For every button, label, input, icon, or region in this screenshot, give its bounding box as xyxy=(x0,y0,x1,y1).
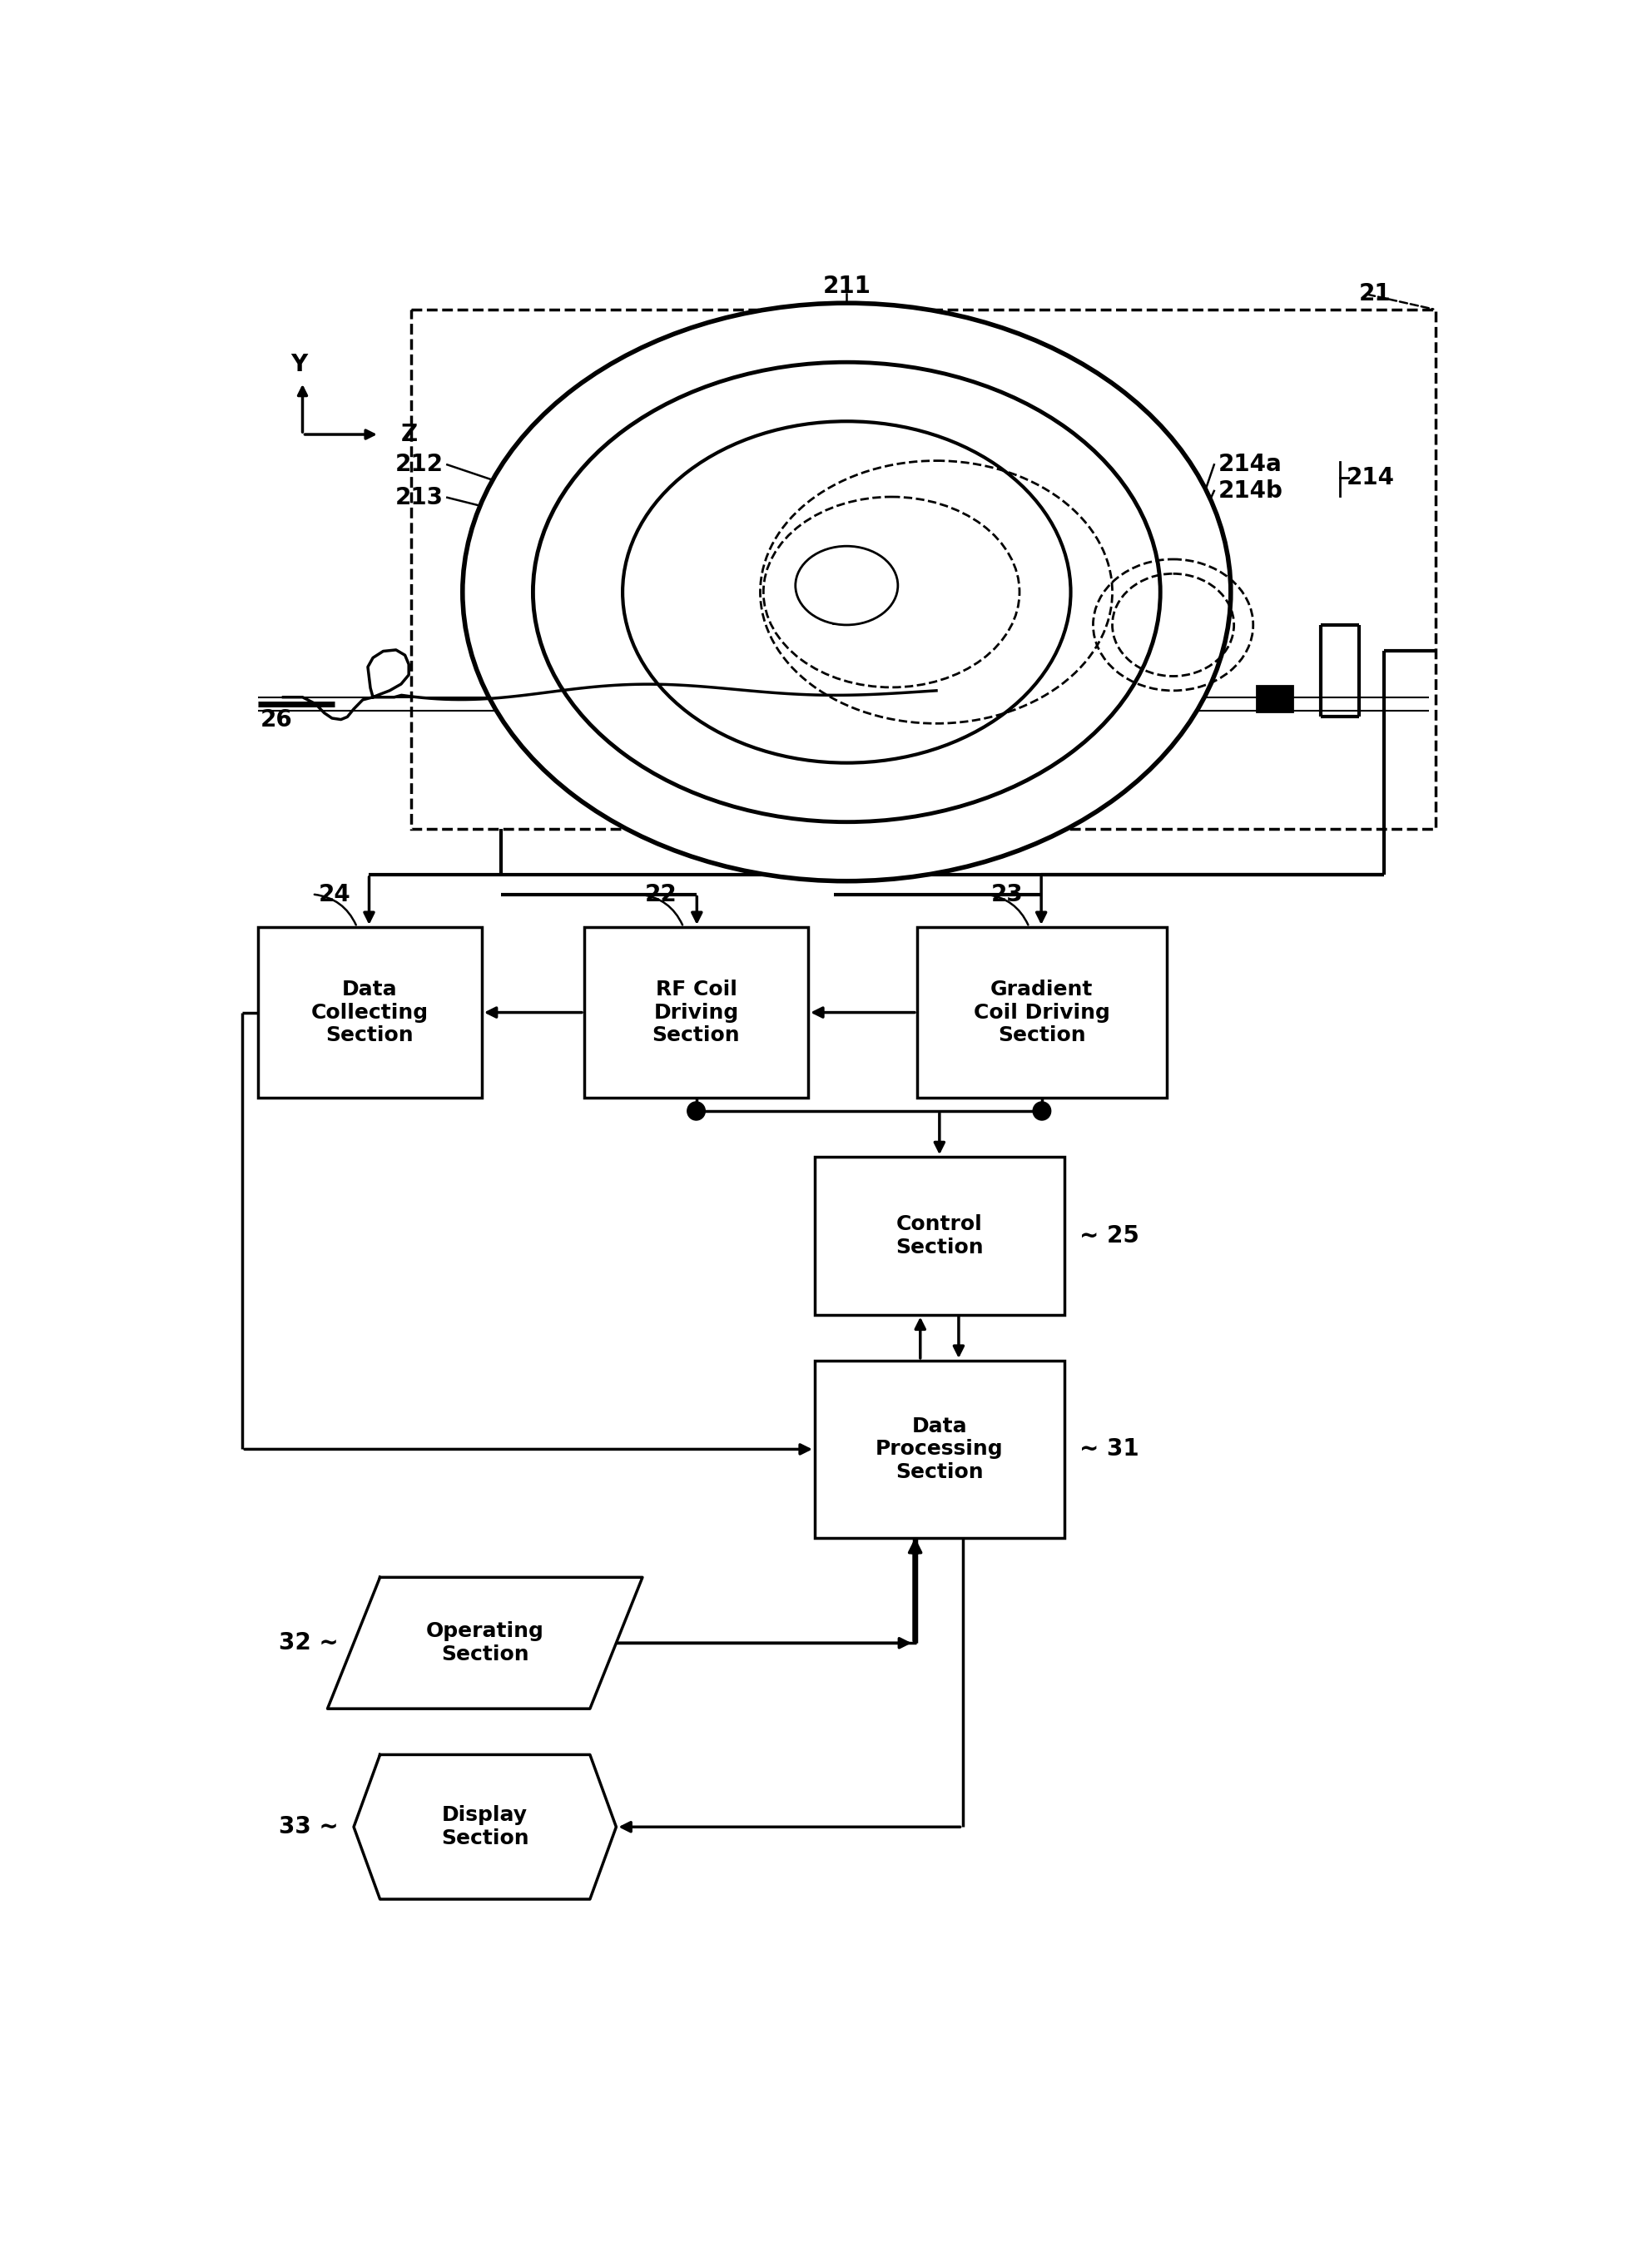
Text: 214: 214 xyxy=(1346,466,1394,489)
Text: 24: 24 xyxy=(319,883,350,905)
Ellipse shape xyxy=(463,304,1231,881)
Ellipse shape xyxy=(534,363,1160,822)
Text: Operating
Section: Operating Section xyxy=(426,1621,544,1664)
Text: 213: 213 xyxy=(395,486,443,509)
Ellipse shape xyxy=(796,545,899,624)
Text: Z: Z xyxy=(401,423,418,446)
Bar xyxy=(258,928,482,1097)
Text: Y: Y xyxy=(291,354,307,376)
Text: ~ 25: ~ 25 xyxy=(1080,1225,1140,1248)
Text: 214a: 214a xyxy=(1218,453,1282,477)
Bar xyxy=(917,928,1166,1097)
Bar xyxy=(585,928,808,1097)
Text: 22: 22 xyxy=(644,883,677,905)
Circle shape xyxy=(687,1101,705,1119)
Text: RF Coil
Driving
Section: RF Coil Driving Section xyxy=(653,980,740,1045)
Text: Control
Section: Control Section xyxy=(895,1214,983,1257)
Text: Display
Section: Display Section xyxy=(441,1806,529,1849)
Ellipse shape xyxy=(623,421,1070,763)
Text: 33 ~: 33 ~ xyxy=(279,1815,339,1838)
Text: 40: 40 xyxy=(824,606,856,631)
Text: Gradient
Coil Driving
Section: Gradient Coil Driving Section xyxy=(973,980,1110,1045)
Text: 32 ~: 32 ~ xyxy=(279,1630,339,1655)
Text: 212: 212 xyxy=(395,453,443,477)
Text: 214b: 214b xyxy=(1218,480,1282,502)
Text: Data
Processing
Section: Data Processing Section xyxy=(876,1417,1003,1482)
Text: ~ 31: ~ 31 xyxy=(1080,1437,1140,1462)
Circle shape xyxy=(1032,1101,1051,1119)
Text: 21: 21 xyxy=(1358,282,1391,306)
Text: 211: 211 xyxy=(823,275,871,297)
Bar xyxy=(1257,685,1292,712)
Text: 26: 26 xyxy=(261,707,292,732)
Bar xyxy=(814,1158,1064,1315)
Bar xyxy=(814,1360,1064,1538)
Bar xyxy=(411,309,1436,829)
Text: 23: 23 xyxy=(991,883,1023,905)
Text: Data
Collecting
Section: Data Collecting Section xyxy=(311,980,428,1045)
